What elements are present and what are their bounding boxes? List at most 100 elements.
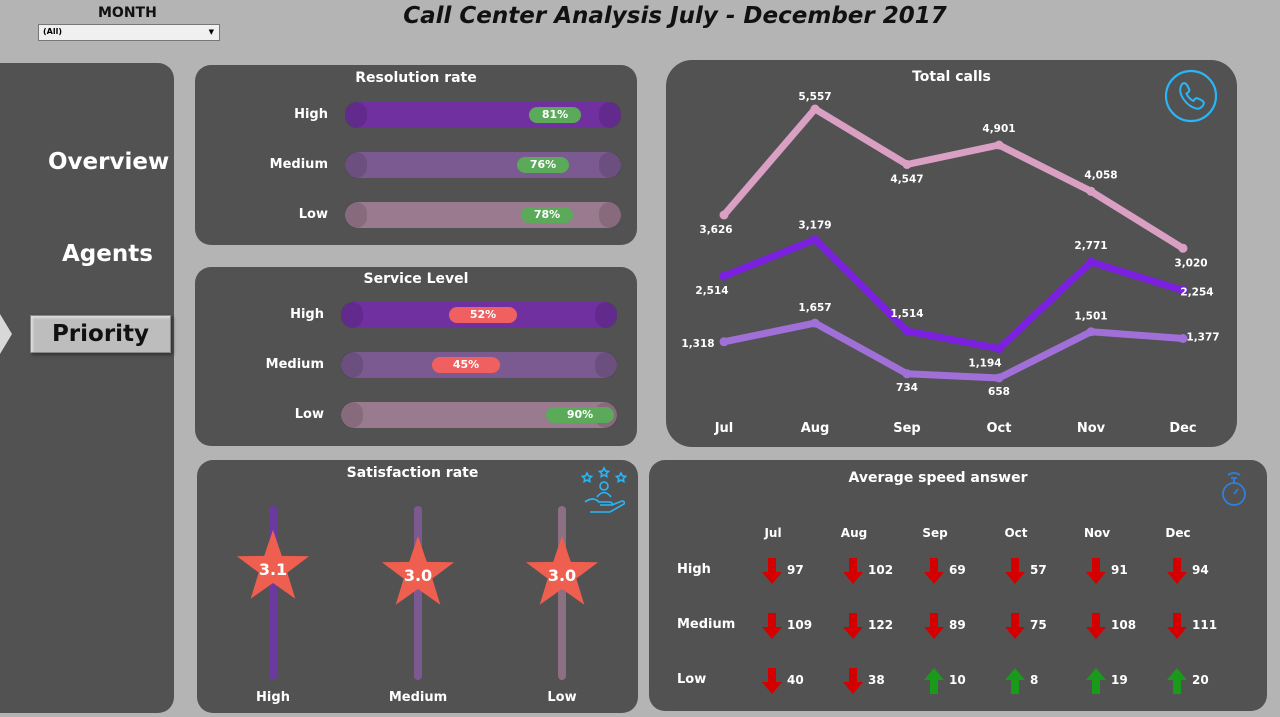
asa-value: 57 — [1030, 563, 1047, 577]
asa-value: 19 — [1111, 673, 1128, 687]
arrow-up-icon — [1086, 668, 1106, 694]
arrow-down-icon — [762, 558, 782, 584]
data-point — [810, 104, 820, 114]
x-tick-label: Oct — [987, 421, 1012, 436]
asa-cell: 102 — [842, 557, 902, 587]
data-point — [1086, 257, 1096, 267]
x-tick-label: Nov — [1077, 421, 1106, 436]
data-label: 4,058 — [1084, 169, 1117, 181]
data-point — [994, 140, 1004, 150]
asa-value: 111 — [1192, 618, 1218, 632]
asa-cell: 111 — [1166, 612, 1226, 642]
phone-icon — [1164, 69, 1218, 123]
asa-value: 40 — [787, 673, 804, 687]
average-speed-answer-panel: Average speed answer Jul Aug Sep Oct Nov Dec H… — [649, 460, 1267, 711]
x-tick-label: Aug — [801, 421, 830, 436]
dashboard-title: Call Center Analysis July - December 201… — [403, 3, 947, 29]
resolution-row-label: High — [294, 107, 328, 122]
data-label: 1,194 — [968, 358, 1001, 370]
nav-priority[interactable]: Priority — [30, 315, 171, 353]
arrow-up-icon — [1005, 668, 1025, 694]
data-label: 3,626 — [699, 224, 732, 236]
service-row-label: Medium — [265, 357, 324, 372]
asa-value: 69 — [949, 563, 966, 577]
asa-cell: 75 — [1004, 612, 1064, 642]
series-line — [720, 236, 1187, 353]
asa-cell: 40 — [761, 667, 821, 697]
total-calls-panel: Total calls 3,626 5,557 4,547 4,901 4,058 3,0… — [666, 60, 1237, 447]
data-point — [994, 373, 1004, 383]
arrow-down-icon — [1167, 613, 1187, 639]
asa-month-header: Aug — [840, 526, 868, 540]
asa-cell: 69 — [923, 557, 983, 587]
asa-value: 91 — [1111, 563, 1128, 577]
chevron-down-icon[interactable]: ▼ — [208, 28, 214, 36]
asa-month-header: Nov — [1083, 526, 1111, 540]
asa-cell: 19 — [1085, 667, 1145, 697]
data-point — [810, 318, 820, 328]
data-point — [994, 344, 1004, 354]
total-calls-title: Total calls — [912, 69, 991, 85]
arrow-down-icon — [924, 558, 944, 584]
asa-value: 89 — [949, 618, 966, 632]
data-label: 3,179 — [798, 220, 831, 232]
month-filter-value: (All) — [43, 27, 62, 36]
nav-agents[interactable]: Agents — [62, 241, 153, 267]
asa-cell: 91 — [1085, 557, 1145, 587]
service-value-badge: 45% — [432, 357, 500, 373]
arrow-down-icon — [1086, 613, 1106, 639]
asa-cell: 57 — [1004, 557, 1064, 587]
asa-value: 97 — [787, 563, 804, 577]
data-label: 658 — [988, 386, 1010, 398]
star-icon — [236, 530, 310, 599]
asa-value: 75 — [1030, 618, 1047, 632]
data-label: 1,657 — [798, 302, 831, 314]
month-filter-select[interactable]: (All) ▼ — [38, 24, 220, 41]
nav-active-indicator — [0, 314, 12, 354]
service-level-title: Service Level — [363, 271, 469, 287]
data-point — [1178, 285, 1188, 295]
arrow-down-icon — [762, 613, 782, 639]
data-point — [810, 235, 820, 245]
satisfaction-gauge: 3.0 — [525, 506, 599, 680]
satisfaction-label: Low — [547, 690, 577, 705]
resolution-value-badge: 76% — [517, 157, 569, 173]
gauge-track — [414, 506, 422, 680]
nav-overview[interactable]: Overview — [48, 149, 170, 175]
asa-month-header: Oct — [1004, 526, 1028, 540]
asa-cell: 8 — [1004, 667, 1064, 697]
data-point — [1086, 327, 1096, 337]
data-label: 1,514 — [890, 308, 923, 320]
satisfaction-hand-icon — [581, 466, 627, 513]
x-tick-label: Jul — [714, 421, 734, 436]
arrow-down-icon — [1005, 558, 1025, 584]
asa-row-label: Medium — [677, 617, 736, 632]
data-label: 2,771 — [1074, 240, 1107, 252]
asa-value: 10 — [949, 673, 966, 687]
x-tick-label: Dec — [1169, 421, 1196, 436]
arrow-down-icon — [843, 558, 863, 584]
service-row-label: Low — [294, 407, 324, 422]
arrow-down-icon — [1086, 558, 1106, 584]
data-label: 4,547 — [890, 173, 923, 185]
satisfaction-value: 3.0 — [548, 566, 576, 585]
resolution-bar — [345, 152, 621, 178]
stopwatch-icon — [1222, 472, 1246, 506]
arrow-down-icon — [843, 668, 863, 694]
month-filter-label: MONTH — [98, 5, 157, 21]
satisfaction-label: High — [256, 690, 290, 705]
resolution-bar — [345, 202, 621, 228]
satisfaction-rate-panel: Satisfaction rate 3.1 High 3.0 Medium 3.0 Low — [197, 460, 638, 713]
service-value-badge: 52% — [449, 307, 517, 323]
star-icon — [381, 536, 455, 605]
resolution-row-label: Low — [298, 207, 328, 222]
asa-month-header: Dec — [1165, 526, 1191, 540]
resolution-row-label: Medium — [269, 157, 328, 172]
sidebar-nav: Overview Agents — [0, 63, 174, 713]
satisfaction-value: 3.1 — [259, 560, 287, 579]
data-label: 2,514 — [695, 285, 728, 297]
arrow-down-icon — [843, 613, 863, 639]
average-speed-answer-title: Average speed answer — [848, 470, 1028, 486]
satisfaction-gauge: 3.1 — [236, 506, 310, 680]
asa-cell: 89 — [923, 612, 983, 642]
